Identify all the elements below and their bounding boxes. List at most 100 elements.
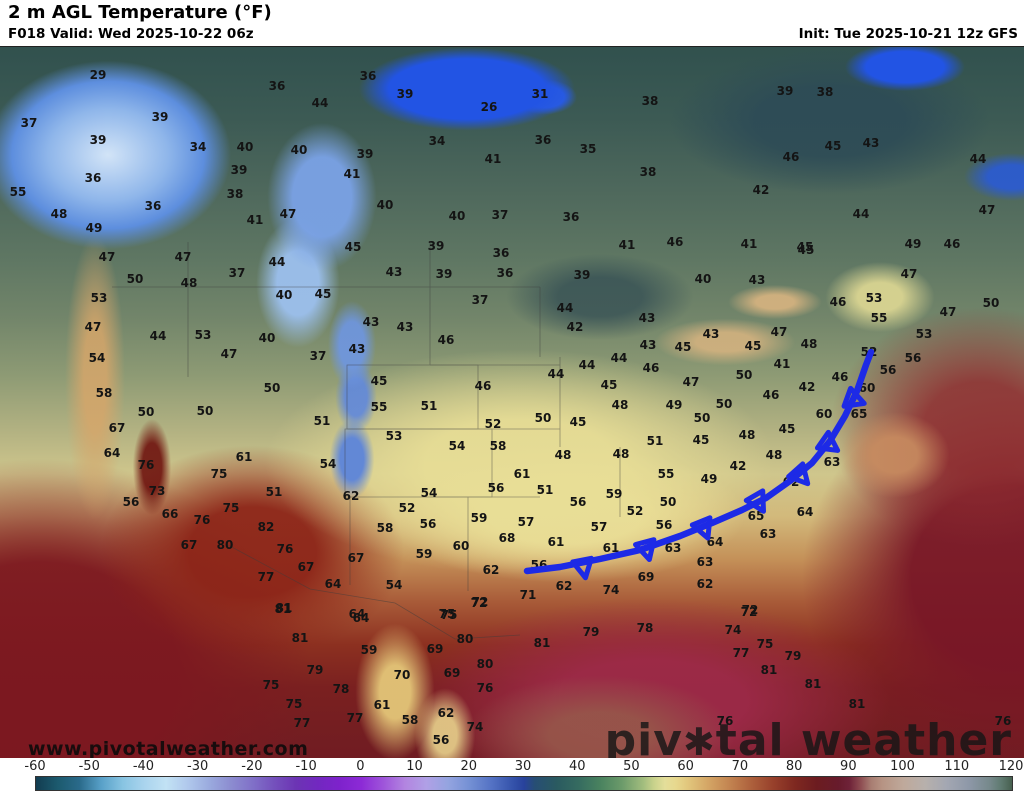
temp-label: 81 <box>533 636 551 650</box>
temp-label: 51 <box>536 483 554 497</box>
temp-label: 63 <box>696 555 714 569</box>
colorbar-tick: 40 <box>568 759 586 774</box>
temp-label: 54 <box>385 578 403 592</box>
temp-label: 47 <box>98 250 116 264</box>
temp-label: 54 <box>319 457 337 471</box>
temp-label: 45 <box>674 340 692 354</box>
brand-right: tal weather <box>715 715 1012 766</box>
temp-label: 53 <box>865 291 883 305</box>
temp-label: 67 <box>180 538 198 552</box>
temp-label: 46 <box>666 235 684 249</box>
temp-label: 56 <box>879 363 897 377</box>
temp-label: 45 <box>744 339 762 353</box>
temp-label: 56 <box>432 733 450 747</box>
temp-label: 38 <box>639 165 657 179</box>
temp-label: 77 <box>732 646 750 660</box>
temp-label: 46 <box>762 388 780 402</box>
colorbar-tick: 60 <box>677 759 694 774</box>
temp-label: 72 <box>470 596 488 610</box>
temp-label: 39 <box>776 84 794 98</box>
temp-label: 42 <box>752 183 770 197</box>
temp-label: 54 <box>448 439 466 453</box>
temp-label: 64 <box>348 607 366 621</box>
temp-label: 52 <box>626 504 644 518</box>
temp-label: 49 <box>665 398 683 412</box>
temp-label: 45 <box>314 287 332 301</box>
temp-label: 44 <box>311 96 329 110</box>
temp-label: 75 <box>222 501 240 515</box>
temp-label: 73 <box>148 484 166 498</box>
temp-label: 54 <box>88 351 106 365</box>
temp-label: 47 <box>900 267 918 281</box>
temp-label: 44 <box>547 367 565 381</box>
gear-icon: ✱ <box>682 720 716 764</box>
temp-label: 41 <box>618 238 636 252</box>
temp-label: 36 <box>562 210 580 224</box>
temp-label: 36 <box>359 69 377 83</box>
temp-label: 48 <box>180 276 198 290</box>
temp-label: 46 <box>831 370 849 384</box>
temp-label: 45 <box>796 240 814 254</box>
temp-label: 37 <box>491 208 509 222</box>
temperature-map: 29 36 36 26 37 39 39 34 40 40 44 39 39 34 41 36 39 41 38 36… <box>0 46 1024 763</box>
temp-label: 44 <box>969 152 987 166</box>
temp-label: 61 <box>602 541 620 555</box>
temp-label: 38 <box>816 85 834 99</box>
temp-label: 36 <box>492 246 510 260</box>
temp-label: 43 <box>862 136 880 150</box>
temp-label: 46 <box>829 295 847 309</box>
map-title: 2 m AGL Temperature (°F) <box>8 2 272 23</box>
temp-label: 56 <box>122 495 140 509</box>
temp-label: 69 <box>637 570 655 584</box>
temp-label: 52 <box>484 417 502 431</box>
temp-label: 50 <box>982 296 1000 310</box>
temp-label: 47 <box>174 250 192 264</box>
temp-label: 38 <box>641 94 659 108</box>
temp-label: 46 <box>943 237 961 251</box>
temp-label: 49 <box>700 472 718 486</box>
temp-label: 62 <box>482 563 500 577</box>
temp-label: 47 <box>682 375 700 389</box>
temp-label: 39 <box>435 267 453 281</box>
temp-label: 44 <box>556 301 574 315</box>
temp-label: 36 <box>144 199 162 213</box>
temp-label: 71 <box>519 588 537 602</box>
temp-label: 77 <box>257 570 275 584</box>
temp-label: 41 <box>484 152 502 166</box>
temp-label: 40 <box>258 331 276 345</box>
temp-label: 78 <box>332 682 350 696</box>
temp-label: 70 <box>393 668 411 682</box>
temp-label: 81 <box>275 601 293 615</box>
cold-front-triangle <box>743 488 766 514</box>
temp-label: 48 <box>611 398 629 412</box>
colorbar-ticks: -60 -50 -40 -30 -20 -10 0 10 20 30 40 50 60 70 80 90 100… <box>24 759 1023 774</box>
temp-label: 56 <box>904 351 922 365</box>
temp-label: 81 <box>848 697 866 711</box>
temp-label: 37 <box>228 266 246 280</box>
temp-label: 48 <box>765 448 783 462</box>
temp-label: 56 <box>487 481 505 495</box>
temp-label: 75 <box>440 608 458 622</box>
temp-label: 76 <box>716 714 734 728</box>
temp-label: 40 <box>275 288 293 302</box>
temp-label: 64 <box>706 535 724 549</box>
temp-label: 44 <box>852 207 870 221</box>
temp-label: 40 <box>236 140 254 154</box>
temp-label: 75 <box>756 637 774 651</box>
temp-label: 48 <box>738 428 756 442</box>
temp-label: 82 <box>257 520 275 534</box>
colorbar <box>35 776 1013 791</box>
temp-label: 42 <box>729 459 747 473</box>
temp-label: 57 <box>590 520 608 534</box>
temp-label: 47 <box>279 207 297 221</box>
temp-label: 65 <box>747 509 765 523</box>
temp-label: 53 <box>385 429 403 443</box>
temp-label: 67 <box>108 421 126 435</box>
temp-label: 50 <box>693 411 711 425</box>
temp-label: 37 <box>20 116 38 130</box>
temp-label: 80 <box>456 632 474 646</box>
temp-label: 81 <box>274 602 292 616</box>
cold-front-triangle <box>814 429 841 453</box>
temp-label: 43 <box>638 311 656 325</box>
